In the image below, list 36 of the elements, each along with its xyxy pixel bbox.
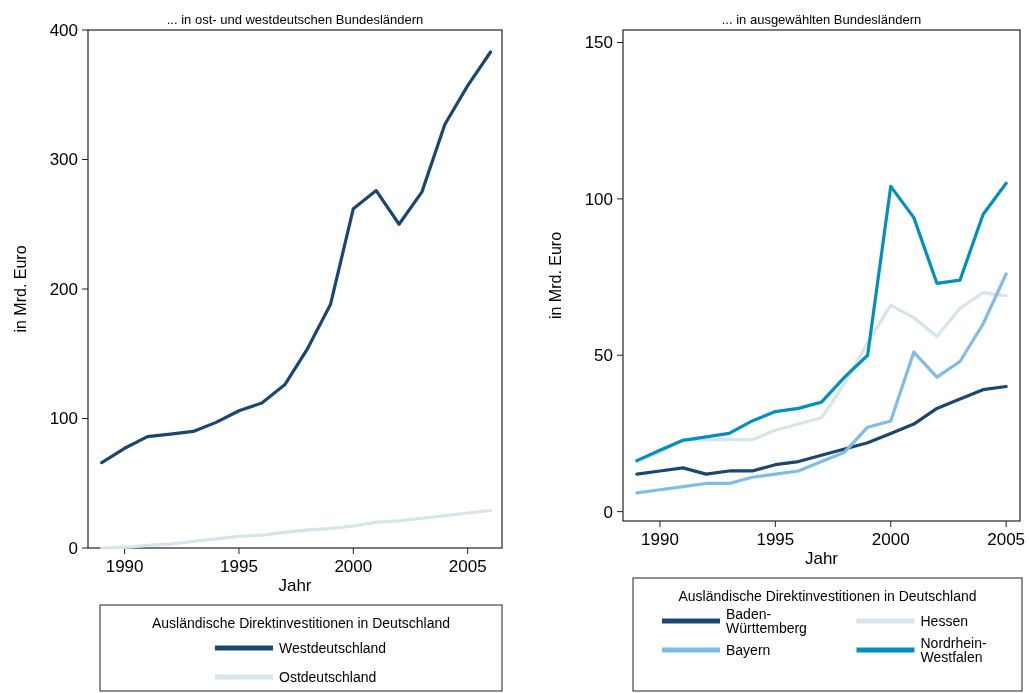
legend-label: Nordrhein-Westfalen (920, 635, 987, 665)
x-tick-label: 1995 (756, 530, 795, 549)
chart-title: ... in ost- und westdeutschen Bundesländern (166, 12, 424, 27)
line-series (635, 272, 1008, 495)
legend-title: Ausländische Direktinvestitionen in Deutschland (678, 588, 977, 604)
line-series (100, 508, 493, 550)
legend-label: Bayern (726, 642, 771, 658)
x-tick-label: 2000 (334, 557, 373, 576)
line-series (635, 384, 1008, 476)
line-series (100, 50, 493, 465)
line-series (635, 181, 1008, 463)
x-tick-label: 1995 (220, 557, 258, 576)
y-tick-label: 100 (584, 189, 613, 209)
legend-label: Ostdeutschland (279, 669, 377, 685)
y-tick-label: 0 (68, 538, 78, 558)
x-tick-label: 2000 (871, 530, 910, 549)
y-tick-label: 100 (49, 409, 78, 429)
y-axis-title: in Mrd. Euro (12, 245, 29, 333)
x-tick-label: 1990 (641, 530, 679, 549)
y-tick-label: 150 (584, 33, 613, 53)
legend-label: Baden-Württemberg (726, 606, 807, 636)
y-tick-label: 400 (49, 20, 78, 40)
y-tick-label: 200 (49, 279, 78, 299)
y-tick-label: 0 (603, 502, 613, 522)
x-tick-label: 1990 (105, 557, 144, 576)
chart-title: ... in ausgewählten Bundesländern (721, 12, 922, 27)
x-tick-label: 2005 (448, 557, 487, 576)
x-axis-title: Jahr (804, 549, 839, 568)
x-axis-title: Jahr (278, 576, 312, 595)
legend-title: Ausländische Direktinvestitionen in Deutschland (151, 615, 451, 631)
legend-label: Westdeutschland (279, 640, 387, 656)
legend-label: Hessen (920, 613, 968, 629)
y-tick-label: 50 (594, 346, 613, 366)
y-tick-label: 300 (49, 150, 78, 170)
x-tick-label: 2005 (987, 530, 1026, 549)
y-axis-title: in Mrd. Euro (547, 231, 564, 320)
